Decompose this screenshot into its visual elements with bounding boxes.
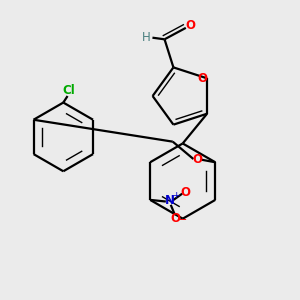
Text: N: N xyxy=(165,194,175,207)
Text: −: − xyxy=(178,215,188,225)
Text: O: O xyxy=(192,153,202,166)
Text: O: O xyxy=(171,212,181,225)
Text: Cl: Cl xyxy=(63,84,76,97)
Text: H: H xyxy=(142,31,151,44)
Text: +: + xyxy=(172,191,179,200)
Text: O: O xyxy=(181,186,190,199)
Text: O: O xyxy=(198,72,208,85)
Text: O: O xyxy=(185,19,195,32)
